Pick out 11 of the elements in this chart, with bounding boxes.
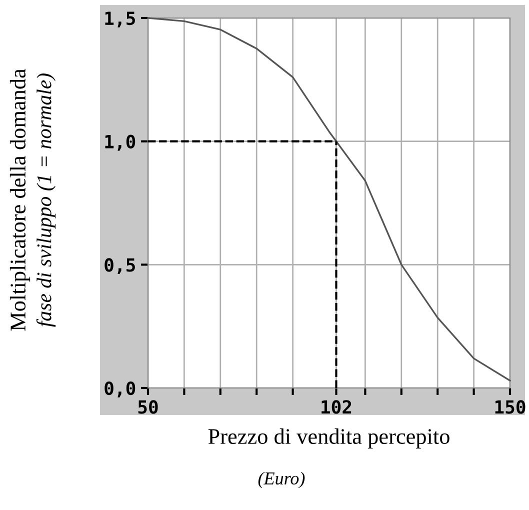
y-tick-label: 0,0: [104, 381, 136, 398]
text: fase di sviluppo (1 = normale): [36, 74, 56, 327]
y-tick-label: 1,5: [105, 12, 135, 28]
y-tick-label: 1,0: [105, 134, 136, 151]
x-tick-label: 50: [138, 400, 158, 414]
x-tick-label: 102: [322, 400, 352, 414]
x-axis-title: Prezzo di vendita percepito: [208, 428, 450, 449]
x-tick-label: 150: [495, 400, 526, 414]
y-tick-label: 0,5: [104, 258, 135, 274]
text: Moltiplicatore della domanda: [10, 68, 30, 331]
text: (Euro): [258, 472, 305, 488]
